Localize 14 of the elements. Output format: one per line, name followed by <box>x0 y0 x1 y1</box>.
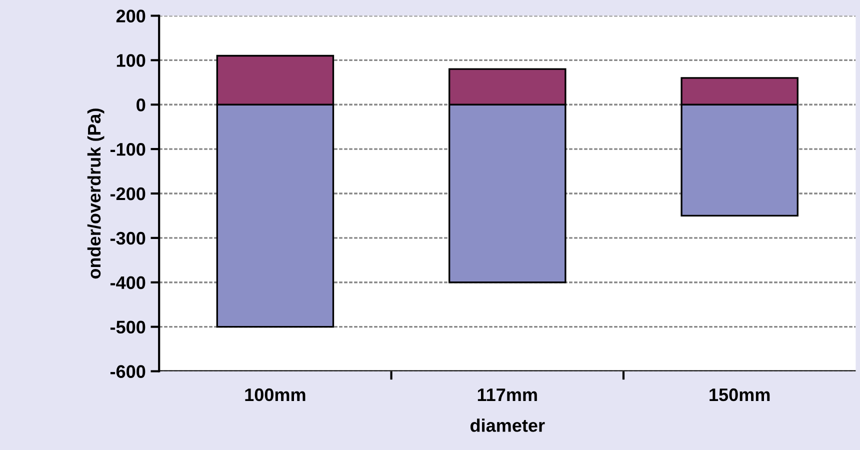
y-tick-label: -100 <box>110 142 146 156</box>
y-tick-label: -500 <box>110 320 146 334</box>
y-tick-label: 0 <box>136 98 146 112</box>
x-tick-label: 100mm <box>245 388 306 402</box>
x-tick-label: 150mm <box>710 388 770 402</box>
y-axis-title: onder/overdruk (Pa) <box>87 108 104 279</box>
y-tick-label: 200 <box>116 10 146 22</box>
x-axis-title: diameter <box>470 418 545 432</box>
y-tick-label: -200 <box>110 187 146 200</box>
y-tick-label: -600 <box>110 365 146 378</box>
y-tick-label: 100 <box>116 54 146 67</box>
y-tick-label: -400 <box>110 276 146 290</box>
y-tick-label: -300 <box>110 232 146 245</box>
x-tick-label: 117mm <box>478 388 537 401</box>
